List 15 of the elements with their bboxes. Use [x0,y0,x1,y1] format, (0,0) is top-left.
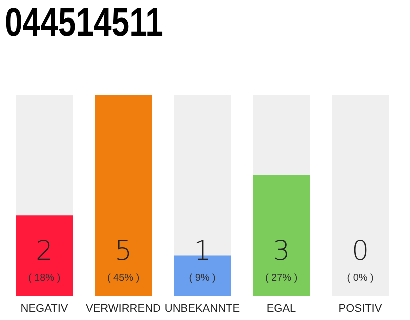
annotation: ( 27% ) [265,273,298,284]
x-tick-label: NEGATIV [20,302,69,315]
x-tick-label: POSITIV [338,302,383,315]
data-label: 5 [114,236,132,267]
annotation: ( 0% ) [347,273,374,284]
x-tick-label: VERWIRREND [86,302,162,315]
data-label: 0 [352,236,370,267]
annotation: ( 45% ) [107,273,140,284]
annotation: ( 9% ) [189,273,216,284]
data-label: 3 [272,236,290,267]
chart-title: 044514511 [5,0,164,46]
x-tick-label: EGAL [266,302,296,315]
x-tick-label: UNBEKANNTE [164,302,240,315]
data-label: 2 [36,236,54,267]
annotation: ( 18% ) [28,273,61,284]
